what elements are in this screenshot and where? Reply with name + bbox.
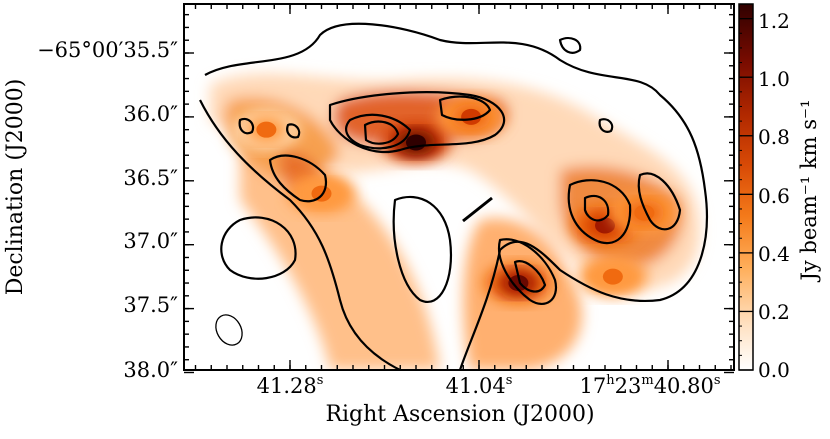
colorbar-tick-label: 0.8 (758, 125, 790, 149)
x-tick-label: 41.28s (257, 373, 324, 398)
colorbar-gradient (739, 4, 753, 370)
y-tick-label: 36.0″ (123, 102, 178, 126)
plot-frame (183, 3, 735, 371)
axis-ticks (184, 4, 734, 374)
contour-line (637, 172, 682, 231)
contour-set (199, 22, 708, 370)
y-tick-label: 37.5″ (123, 293, 178, 317)
contour-line (268, 154, 328, 203)
contour-line (220, 216, 297, 280)
colorbar-tick-label: 0.6 (758, 184, 790, 208)
colorbar-label: Jy beam⁻¹ km s⁻¹ (797, 99, 821, 282)
contour-line (363, 120, 400, 145)
contour-line (583, 194, 610, 222)
contour-line (513, 260, 547, 293)
emission-peak (382, 122, 450, 163)
x-tick-label: 41.04s (446, 373, 513, 398)
y-tick-label: −65°00′35.5″ (37, 38, 178, 62)
emission-peak (578, 256, 647, 297)
x-axis-label: Right Ascension (J2000) (325, 402, 594, 427)
beam-ellipse (215, 314, 243, 346)
colorbar-tick-label: 0.4 (758, 242, 790, 266)
plot-panel (183, 3, 735, 374)
y-tick-label: 36.5″ (123, 166, 178, 190)
contour-line (598, 118, 614, 133)
colorbar-tick-label: 0.2 (758, 300, 790, 324)
y-tick-label: 37.0″ (123, 229, 178, 253)
contour-line (558, 36, 582, 54)
contour-line (204, 22, 708, 370)
colorbar: 0.0 0.2 0.4 0.6 0.8 1.0 1.2 Jy beam⁻¹ km… (738, 3, 821, 382)
contour-line (286, 123, 301, 139)
y-axis-label: Declination (J2000) (3, 79, 28, 296)
contour-line (345, 113, 412, 150)
contour-line (392, 195, 453, 303)
y-tick-label: 38.0″ (123, 358, 178, 382)
outflow-marker (462, 196, 493, 223)
emission-peak (610, 192, 679, 233)
contour-line (438, 95, 492, 121)
x-tick-labels: 41.28s 41.04s 17h23m40.80s (257, 373, 721, 398)
contour-line (328, 91, 506, 153)
contour-line (238, 117, 255, 135)
colorbar-tick-label: 0.0 (758, 358, 790, 382)
y-tick-labels: −65°00′35.5″ 36.0″ 36.5″ 37.0″ 37.5″ 38.… (37, 38, 178, 382)
colorbar-ticks (739, 17, 753, 371)
colorbar-tick-label: 1.2 (758, 9, 790, 33)
colorbar-tick-label: 1.0 (758, 67, 790, 91)
x-tick-label: 17h23m40.80s (580, 373, 721, 398)
contour-line (567, 179, 632, 245)
emission-peak (437, 96, 506, 137)
colorbar-tick-labels: 0.0 0.2 0.4 0.6 0.8 1.0 1.2 (758, 9, 790, 382)
contour-line (199, 99, 401, 370)
contour-line (497, 238, 558, 305)
